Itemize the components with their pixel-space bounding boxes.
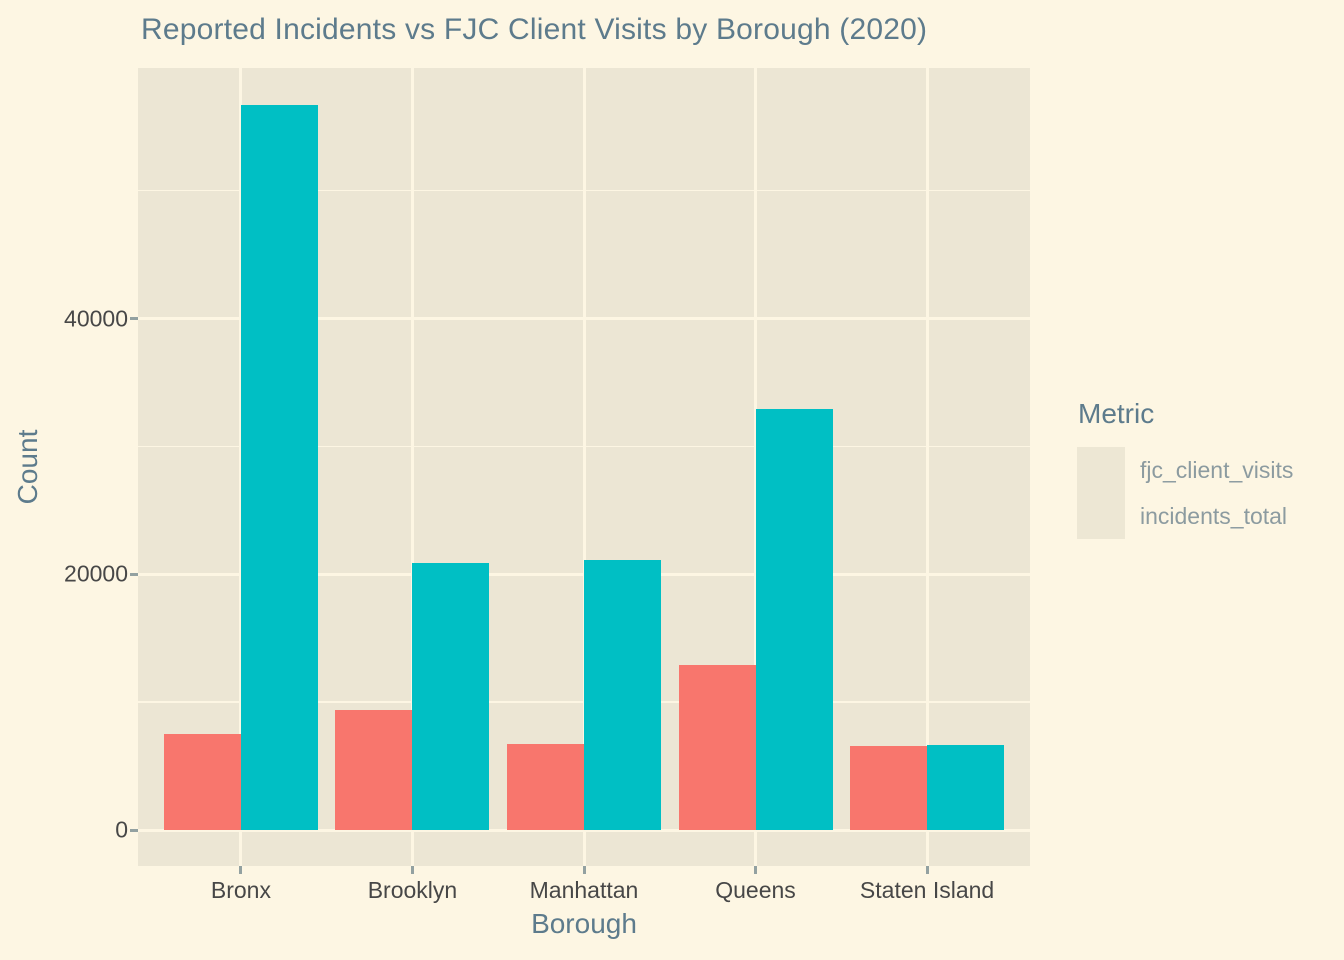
chart-title: Reported Incidents vs FJC Client Visits …	[141, 13, 928, 46]
y-tick-label: 40000	[64, 305, 128, 332]
x-tick-mark	[754, 866, 758, 874]
y-tick-label: 0	[115, 816, 128, 843]
bar-incidents_total-manhattan	[584, 560, 661, 830]
y-tick-mark	[130, 572, 138, 576]
bar-incidents_total-staten-island	[927, 744, 1005, 830]
legend: Metric fjc_client_visits incidents_total	[1077, 398, 1293, 539]
bar-fjc_client_visits-bronx	[163, 734, 241, 830]
legend-title: Metric	[1078, 398, 1155, 429]
x-tick-label: Manhattan	[529, 877, 639, 903]
x-tick-label: Queens	[715, 877, 796, 903]
gridline-vertical-brooklyn	[410, 68, 414, 866]
bar-incidents_total-bronx	[240, 105, 318, 830]
bar-fjc_client_visits-manhattan	[507, 744, 584, 830]
legend-key-icon	[1077, 493, 1125, 539]
gridline-minor-y50000	[138, 189, 1030, 192]
legend-label: fjc_client_visits	[1140, 456, 1294, 483]
gridline-major-y0	[138, 828, 1030, 832]
gridline-vertical-staten-island	[925, 68, 929, 866]
bar-fjc_client_visits-queens	[678, 665, 756, 830]
x-tick-mark	[925, 866, 929, 874]
x-tick-mark	[239, 866, 243, 874]
plot-panel	[138, 68, 1030, 866]
legend-key-icon	[1077, 447, 1125, 493]
legend-label: incidents_total	[1140, 502, 1288, 529]
gridline-minor-y30000	[138, 445, 1030, 448]
x-axis-title: Borough	[531, 908, 637, 939]
gridline-major-y40000	[138, 317, 1030, 321]
bar-fjc_client_visits-brooklyn	[335, 709, 413, 830]
legend-item-incidents-total: incidents_total	[1077, 493, 1293, 539]
x-tick-label: Brooklyn	[367, 877, 458, 903]
bar-incidents_total-brooklyn	[412, 562, 490, 830]
bar-fjc_client_visits-staten-island	[850, 746, 928, 830]
x-tick-label: Bronx	[210, 877, 271, 903]
y-axis-title: Count	[12, 429, 43, 505]
gridline-vertical-manhattan	[582, 68, 586, 866]
y-tick-mark	[130, 317, 138, 321]
x-tick-label: Staten Island	[859, 877, 995, 903]
legend-item-fjc-client-visits: fjc_client_visits	[1077, 447, 1293, 493]
x-tick-mark	[582, 866, 586, 874]
y-tick-mark	[130, 828, 138, 832]
y-tick-label: 20000	[64, 560, 128, 587]
bar-incidents_total-queens	[755, 409, 833, 830]
x-tick-mark	[410, 866, 414, 874]
